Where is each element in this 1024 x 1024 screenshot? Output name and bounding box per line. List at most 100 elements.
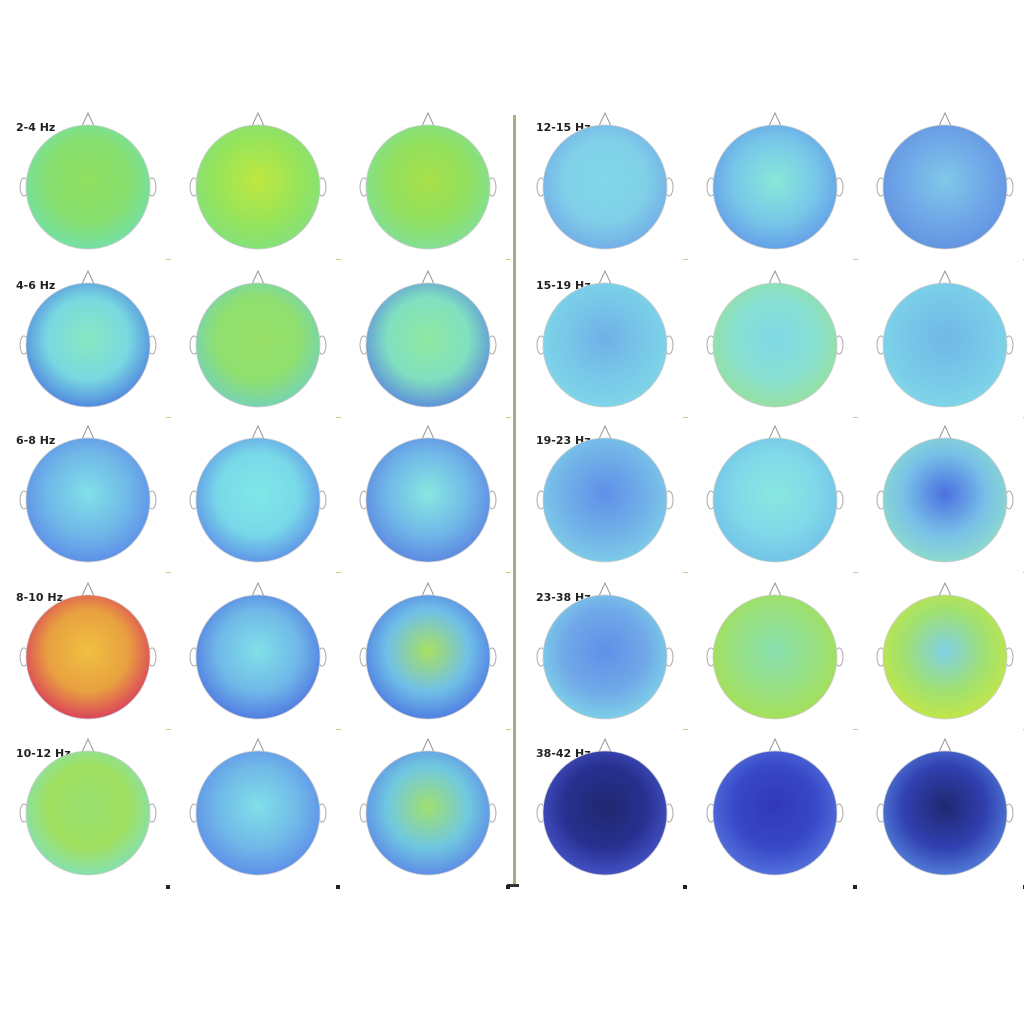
band-label: 2-4 Hz — [16, 121, 55, 134]
nose — [81, 111, 95, 127]
scalp-map — [882, 750, 1008, 876]
head-map — [19, 269, 171, 418]
head-map — [876, 424, 1024, 573]
head-map — [189, 581, 341, 730]
head-map — [706, 111, 858, 260]
head-map — [876, 737, 1024, 889]
head-map — [189, 269, 341, 418]
scalp-map — [712, 594, 838, 720]
head-map — [189, 111, 341, 260]
band-label: 38-42 Hz — [536, 747, 591, 760]
head-map — [876, 269, 1024, 418]
tick — [506, 417, 511, 418]
head-map — [189, 737, 340, 889]
head-map — [359, 424, 511, 573]
nose — [251, 269, 265, 285]
tick — [506, 572, 511, 573]
band-label: 19-23 Hz — [536, 434, 591, 447]
head-map — [876, 111, 1024, 260]
scalp-map — [712, 124, 838, 250]
scalp-map — [712, 750, 838, 876]
scalp-map — [365, 437, 491, 563]
scalp-map — [882, 124, 1008, 250]
scalp-map — [195, 750, 321, 876]
tick — [166, 885, 170, 889]
head-map — [706, 424, 858, 573]
head-map — [536, 424, 688, 573]
nose — [251, 111, 265, 127]
nose — [768, 111, 782, 127]
divider-foot — [507, 884, 519, 887]
nose — [938, 424, 952, 440]
band-label: 4-6 Hz — [16, 279, 55, 292]
nose — [81, 581, 95, 597]
tick — [166, 729, 171, 730]
scalp-map — [882, 282, 1008, 408]
tick — [853, 572, 858, 573]
head-map — [536, 581, 688, 730]
head-map — [19, 737, 170, 889]
scalp-map — [195, 282, 321, 408]
head-map — [536, 111, 688, 260]
nose — [768, 737, 782, 753]
tick — [683, 729, 688, 730]
head-map — [359, 737, 510, 889]
nose — [768, 424, 782, 440]
tick — [506, 729, 511, 730]
nose — [598, 111, 612, 127]
tick — [853, 259, 858, 260]
tick — [166, 417, 171, 418]
tick — [336, 885, 340, 889]
nose — [251, 424, 265, 440]
scalp-map — [25, 437, 151, 563]
tick — [683, 885, 687, 889]
tick — [166, 259, 171, 260]
tick — [506, 885, 510, 889]
nose — [81, 269, 95, 285]
head-map — [706, 269, 858, 418]
nose — [421, 581, 435, 597]
scalp-map — [365, 750, 491, 876]
tick — [683, 572, 688, 573]
scalp-map — [542, 594, 668, 720]
tick — [853, 417, 858, 418]
nose — [938, 737, 952, 753]
scalp-map — [882, 437, 1008, 563]
head-map — [19, 424, 171, 573]
scalp-map — [542, 282, 668, 408]
band-label: 8-10 Hz — [16, 591, 63, 604]
tick — [506, 259, 511, 260]
tick — [683, 417, 688, 418]
tick — [336, 572, 341, 573]
nose — [768, 269, 782, 285]
tick — [336, 259, 341, 260]
band-label: 15-19 Hz — [536, 279, 591, 292]
head-map — [359, 111, 511, 260]
scalp-map — [195, 124, 321, 250]
scalp-map — [542, 750, 668, 876]
head-map — [706, 737, 857, 889]
nose — [421, 424, 435, 440]
scalp-map — [542, 124, 668, 250]
scalp-map — [365, 124, 491, 250]
nose — [938, 269, 952, 285]
scalp-map — [25, 750, 151, 876]
tick — [166, 572, 171, 573]
head-map — [19, 111, 171, 260]
nose — [598, 269, 612, 285]
divider — [513, 115, 516, 887]
scalp-map — [365, 594, 491, 720]
nose — [251, 737, 265, 753]
scalp-map — [365, 282, 491, 408]
scalp-map — [195, 594, 321, 720]
nose — [938, 111, 952, 127]
head-map — [359, 581, 511, 730]
nose — [421, 269, 435, 285]
scalp-map — [25, 282, 151, 408]
nose — [598, 737, 612, 753]
tick — [336, 729, 341, 730]
scalp-map — [25, 594, 151, 720]
scalp-map — [712, 282, 838, 408]
